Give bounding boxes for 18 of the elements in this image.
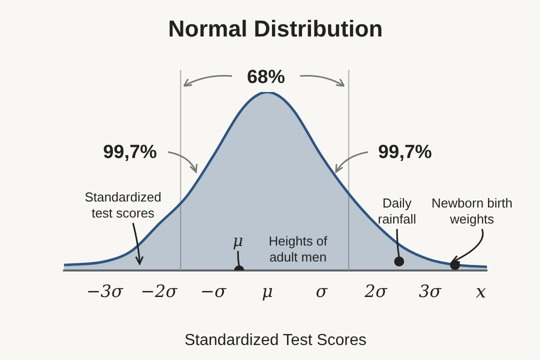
annotation: μ [232,231,244,250]
annotation: Standardized test scores [84,190,162,221]
x-tick-label: −3σ [86,282,124,302]
text: 68% [246,67,286,88]
x-tick-label: −σ [200,282,226,302]
x-tick-label: 2σ [364,282,388,302]
x-tick-label: 3σ [418,282,442,302]
annotation: Newborn birth weights [432,196,512,227]
x-axis-title: Standardized Test Scores [184,332,367,349]
chart-title: Normal Distribution [168,15,383,42]
annotation: Heights of adult men [268,234,328,265]
annotation: 99,7% [103,142,158,164]
x-tick-label: σ [316,282,328,302]
annotation: Daily rainfall [378,196,416,227]
text: x [476,282,486,303]
x-tick-label: −2σ [140,282,178,302]
annotation: 99,7% [378,142,432,164]
x-tick-label: μ [262,282,273,302]
